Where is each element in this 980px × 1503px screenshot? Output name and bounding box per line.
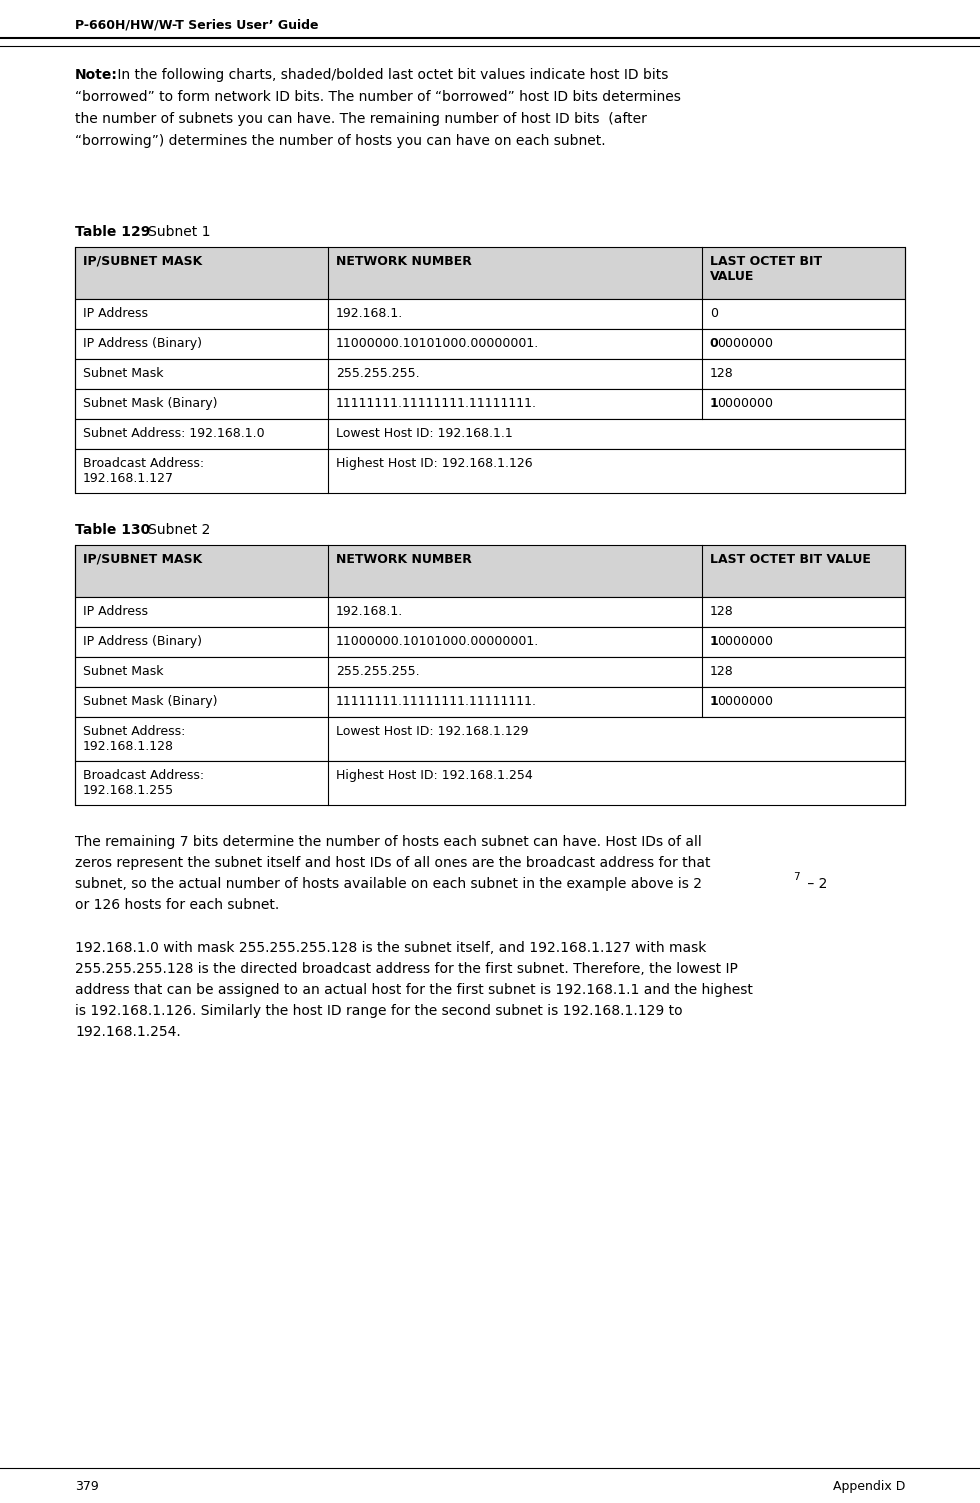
Text: 11111111.11111111.11111111.: 11111111.11111111.11111111. <box>336 694 537 708</box>
Text: Subnet Mask (Binary): Subnet Mask (Binary) <box>83 397 218 410</box>
Text: IP Address (Binary): IP Address (Binary) <box>83 337 202 350</box>
Text: 379: 379 <box>75 1480 99 1492</box>
Text: IP Address: IP Address <box>83 307 148 320</box>
Text: LAST OCTET BIT
VALUE: LAST OCTET BIT VALUE <box>710 256 822 283</box>
Bar <box>75 419 905 449</box>
Bar <box>75 299 905 329</box>
Text: 128: 128 <box>710 606 733 618</box>
Bar <box>75 687 905 717</box>
Bar <box>75 717 905 761</box>
Text: Lowest Host ID: 192.168.1.129: Lowest Host ID: 192.168.1.129 <box>336 724 528 738</box>
Text: 0: 0 <box>710 337 718 350</box>
Bar <box>75 546 905 597</box>
Text: Highest Host ID: 192.168.1.254: Highest Host ID: 192.168.1.254 <box>336 770 533 782</box>
Text: Broadcast Address:
192.168.1.255: Broadcast Address: 192.168.1.255 <box>83 770 204 797</box>
Text: Subnet Address: 192.168.1.0: Subnet Address: 192.168.1.0 <box>83 427 265 440</box>
Text: Subnet Mask: Subnet Mask <box>83 664 164 678</box>
Text: LAST OCTET BIT VALUE: LAST OCTET BIT VALUE <box>710 553 870 567</box>
Text: 128: 128 <box>710 664 733 678</box>
Text: 0000000: 0000000 <box>716 634 772 648</box>
Text: 11111111.11111111.11111111.: 11111111.11111111.11111111. <box>336 397 537 410</box>
Text: zeros represent the subnet itself and host IDs of all ones are the broadcast add: zeros represent the subnet itself and ho… <box>75 857 710 870</box>
Text: – 2: – 2 <box>803 876 827 891</box>
Text: Subnet Mask: Subnet Mask <box>83 367 164 380</box>
Text: IP Address: IP Address <box>83 606 148 618</box>
Text: 1: 1 <box>710 694 718 708</box>
Text: P-660H/HW/W-T Series User’ Guide: P-660H/HW/W-T Series User’ Guide <box>75 18 318 32</box>
Text: IP/SUBNET MASK: IP/SUBNET MASK <box>83 256 202 268</box>
Text: 192.168.1.: 192.168.1. <box>336 307 404 320</box>
Text: 1: 1 <box>710 397 718 410</box>
Text: IP Address (Binary): IP Address (Binary) <box>83 634 202 648</box>
Text: 0000000: 0000000 <box>716 397 772 410</box>
Bar <box>75 389 905 419</box>
Text: Lowest Host ID: 192.168.1.1: Lowest Host ID: 192.168.1.1 <box>336 427 513 440</box>
Bar <box>75 761 905 806</box>
Bar <box>75 246 905 299</box>
Text: Table 130: Table 130 <box>75 523 150 537</box>
Text: Table 129: Table 129 <box>75 225 150 239</box>
Text: 7: 7 <box>793 872 800 882</box>
Text: 128: 128 <box>710 367 733 380</box>
Text: NETWORK NUMBER: NETWORK NUMBER <box>336 553 472 567</box>
Text: Subnet 2: Subnet 2 <box>135 523 211 537</box>
Text: NETWORK NUMBER: NETWORK NUMBER <box>336 256 472 268</box>
Text: Subnet 1: Subnet 1 <box>135 225 211 239</box>
Text: 192.168.1.0 with mask 255.255.255.128 is the subnet itself, and 192.168.1.127 wi: 192.168.1.0 with mask 255.255.255.128 is… <box>75 941 707 954</box>
Text: 255.255.255.: 255.255.255. <box>336 367 419 380</box>
Text: Broadcast Address:
192.168.1.127: Broadcast Address: 192.168.1.127 <box>83 457 204 485</box>
Text: 192.168.1.254.: 192.168.1.254. <box>75 1025 180 1039</box>
Text: is 192.168.1.126. Similarly the host ID range for the second subnet is 192.168.1: is 192.168.1.126. Similarly the host ID … <box>75 1004 683 1018</box>
Text: Subnet Address:
192.168.1.128: Subnet Address: 192.168.1.128 <box>83 724 185 753</box>
Text: 0: 0 <box>710 307 717 320</box>
Bar <box>75 627 905 657</box>
Text: In the following charts, shaded/bolded last octet bit values indicate host ID bi: In the following charts, shaded/bolded l… <box>113 68 668 83</box>
Bar <box>75 657 905 687</box>
Text: 11000000.10101000.00000001.: 11000000.10101000.00000001. <box>336 634 539 648</box>
Text: subnet, so the actual number of hosts available on each subnet in the example ab: subnet, so the actual number of hosts av… <box>75 876 702 891</box>
Text: 1: 1 <box>710 634 718 648</box>
Text: the number of subnets you can have. The remaining number of host ID bits  (after: the number of subnets you can have. The … <box>75 113 647 126</box>
Text: Note:: Note: <box>75 68 118 83</box>
Bar <box>75 449 905 493</box>
Text: 255.255.255.128 is the directed broadcast address for the first subnet. Therefor: 255.255.255.128 is the directed broadcas… <box>75 962 738 975</box>
Bar <box>75 329 905 359</box>
Text: Highest Host ID: 192.168.1.126: Highest Host ID: 192.168.1.126 <box>336 457 533 470</box>
Text: or 126 hosts for each subnet.: or 126 hosts for each subnet. <box>75 897 279 912</box>
Text: address that can be assigned to an actual host for the first subnet is 192.168.1: address that can be assigned to an actua… <box>75 983 753 996</box>
Text: 0000000: 0000000 <box>716 337 772 350</box>
Bar <box>75 359 905 389</box>
Bar <box>75 597 905 627</box>
Text: 0000000: 0000000 <box>716 694 772 708</box>
Text: 11000000.10101000.00000001.: 11000000.10101000.00000001. <box>336 337 539 350</box>
Text: Appendix D: Appendix D <box>833 1480 905 1492</box>
Text: Subnet Mask (Binary): Subnet Mask (Binary) <box>83 694 218 708</box>
Text: 192.168.1.: 192.168.1. <box>336 606 404 618</box>
Text: 255.255.255.: 255.255.255. <box>336 664 419 678</box>
Text: “borrowed” to form network ID bits. The number of “borrowed” host ID bits determ: “borrowed” to form network ID bits. The … <box>75 90 681 104</box>
Text: The remaining 7 bits determine the number of hosts each subnet can have. Host ID: The remaining 7 bits determine the numbe… <box>75 836 702 849</box>
Text: IP/SUBNET MASK: IP/SUBNET MASK <box>83 553 202 567</box>
Text: “borrowing”) determines the number of hosts you can have on each subnet.: “borrowing”) determines the number of ho… <box>75 134 606 147</box>
